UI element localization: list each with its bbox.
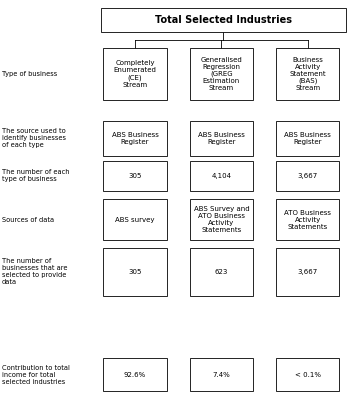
FancyBboxPatch shape (104, 49, 166, 100)
Text: 92.6%: 92.6% (124, 372, 146, 378)
FancyBboxPatch shape (104, 248, 166, 296)
FancyBboxPatch shape (104, 161, 166, 191)
FancyBboxPatch shape (190, 358, 253, 391)
Text: Type of business: Type of business (2, 71, 57, 77)
FancyBboxPatch shape (276, 121, 339, 155)
Text: < 0.1%: < 0.1% (295, 372, 321, 378)
Text: 305: 305 (128, 173, 142, 179)
FancyBboxPatch shape (276, 49, 339, 100)
Text: ABS Business
Register: ABS Business Register (112, 131, 158, 145)
FancyBboxPatch shape (276, 248, 339, 296)
Text: ABS Business
Register: ABS Business Register (284, 131, 331, 145)
Text: Completely
Enumerated
(CE)
Stream: Completely Enumerated (CE) Stream (113, 61, 157, 88)
Text: 305: 305 (128, 269, 142, 275)
Text: The number of
businesses that are
selected to provide
data: The number of businesses that are select… (2, 258, 67, 286)
Text: ABS survey: ABS survey (115, 217, 155, 222)
FancyBboxPatch shape (190, 161, 253, 191)
FancyBboxPatch shape (104, 358, 166, 391)
Text: 3,667: 3,667 (298, 269, 318, 275)
Text: ABS Business
Register: ABS Business Register (198, 131, 245, 145)
FancyBboxPatch shape (104, 121, 166, 155)
FancyBboxPatch shape (104, 199, 166, 240)
FancyBboxPatch shape (190, 49, 253, 100)
Text: 7.4%: 7.4% (212, 372, 230, 378)
FancyBboxPatch shape (276, 199, 339, 240)
FancyBboxPatch shape (190, 199, 253, 240)
FancyBboxPatch shape (101, 8, 346, 32)
Text: ATO Business
Activity
Statements: ATO Business Activity Statements (284, 210, 331, 229)
Text: Sources of data: Sources of data (2, 217, 54, 222)
Text: Contribution to total
income for total
selected industries: Contribution to total income for total s… (2, 365, 70, 385)
Text: Generalised
Regression
(GREG
Estimation
Stream: Generalised Regression (GREG Estimation … (201, 57, 242, 91)
FancyBboxPatch shape (276, 358, 339, 391)
Text: 4,104: 4,104 (211, 173, 231, 179)
Text: 623: 623 (215, 269, 228, 275)
FancyBboxPatch shape (190, 248, 253, 296)
Text: 3,667: 3,667 (298, 173, 318, 179)
Text: Business
Activity
Statement
(BAS)
Stream: Business Activity Statement (BAS) Stream (289, 57, 326, 91)
Text: The number of each
type of business: The number of each type of business (2, 169, 69, 183)
Text: ABS Survey and
ATO Business
Activity
Statements: ABS Survey and ATO Business Activity Sta… (194, 206, 249, 233)
FancyBboxPatch shape (190, 121, 253, 155)
Text: The source used to
identify businesses
of each type: The source used to identify businesses o… (2, 128, 66, 148)
Text: Total Selected Industries: Total Selected Industries (155, 15, 292, 25)
FancyBboxPatch shape (276, 161, 339, 191)
